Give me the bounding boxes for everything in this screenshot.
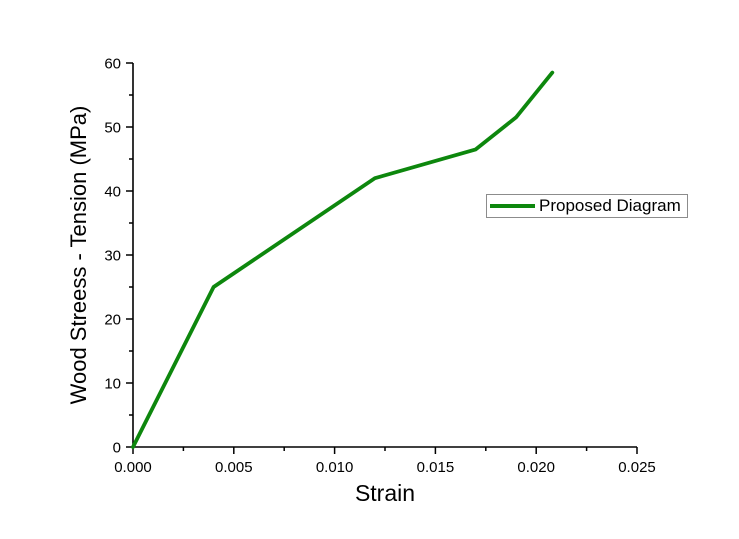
- y-axis-title: Wood Streess - Tension (MPa): [66, 105, 91, 405]
- legend: Proposed Diagram: [486, 194, 688, 218]
- x-tick-label: 0.005: [215, 459, 253, 476]
- x-tick-label: 0.015: [417, 459, 455, 476]
- x-axis-title: Strain: [354, 480, 416, 506]
- legend-line-swatch: [490, 204, 535, 208]
- series-line: [131, 70, 555, 449]
- legend-label: Proposed Diagram: [539, 196, 681, 215]
- y-tick-label: 40: [104, 183, 121, 200]
- y-tick-label: 10: [104, 375, 121, 392]
- y-tick-label: 60: [104, 55, 121, 72]
- x-tick-label: 0.020: [517, 459, 555, 476]
- x-tick-label: 0.010: [316, 459, 354, 476]
- y-tick-label: 50: [104, 119, 121, 136]
- x-tick-label: 0.025: [618, 459, 656, 476]
- x-tick-label: 0.000: [114, 459, 152, 476]
- y-tick-label: 30: [104, 247, 121, 264]
- y-tick-label: 0: [113, 439, 121, 456]
- y-tick-label: 20: [104, 311, 121, 328]
